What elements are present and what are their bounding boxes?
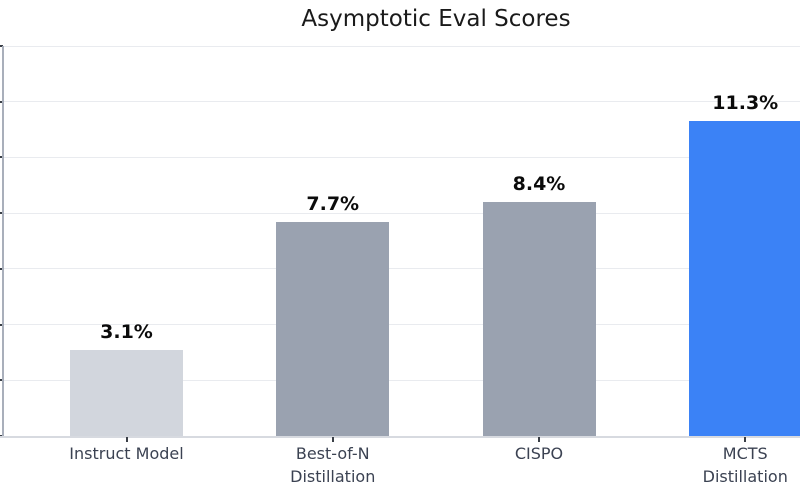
gridline-6 xyxy=(2,268,800,270)
gridline-12 xyxy=(2,101,800,103)
x-label-best-of-n-distillation: Best-of-N Distillation xyxy=(290,444,376,486)
y-tick-12 xyxy=(0,100,3,103)
gridline-14 xyxy=(2,45,800,47)
x-tick-cispo xyxy=(538,437,540,442)
y-tick-4 xyxy=(0,323,3,326)
gridline-8 xyxy=(2,212,800,214)
x-label-instruct-model: Instruct Model xyxy=(69,444,184,463)
x-tick-best-of-n-distillation xyxy=(331,437,334,442)
y-tick-2 xyxy=(0,379,3,382)
y-tick-10 xyxy=(0,156,3,159)
y-tick-6 xyxy=(0,267,3,270)
value-label-cispo: 8.4% xyxy=(512,173,566,195)
x-tick-instruct-model xyxy=(125,437,128,442)
y-tick-14 xyxy=(0,45,3,47)
x-axis-line xyxy=(0,436,800,438)
bar-cispo xyxy=(482,202,596,436)
value-label-instruct-model: 3.1% xyxy=(100,320,153,343)
value-label-mcts-distillation: 11.3% xyxy=(712,92,779,115)
bar-mcts-distillation xyxy=(688,121,800,436)
x-tick-mcts-distillation xyxy=(744,437,747,442)
gridline-2 xyxy=(2,379,800,381)
x-label-mcts-distillation: MCTS Distillation xyxy=(702,444,788,486)
x-label-cispo: CISPO xyxy=(514,444,564,463)
gridline-10 xyxy=(2,156,800,158)
chart-title: Asymptotic Eval Scores xyxy=(301,6,571,32)
bar-best-of-n-distillation xyxy=(276,221,390,436)
y-tick-8 xyxy=(0,212,3,215)
y-axis-line xyxy=(2,46,4,436)
gridline-4 xyxy=(2,324,800,326)
bar-instruct-model xyxy=(70,349,183,436)
value-label-best-of-n-distillation: 7.7% xyxy=(306,192,360,215)
